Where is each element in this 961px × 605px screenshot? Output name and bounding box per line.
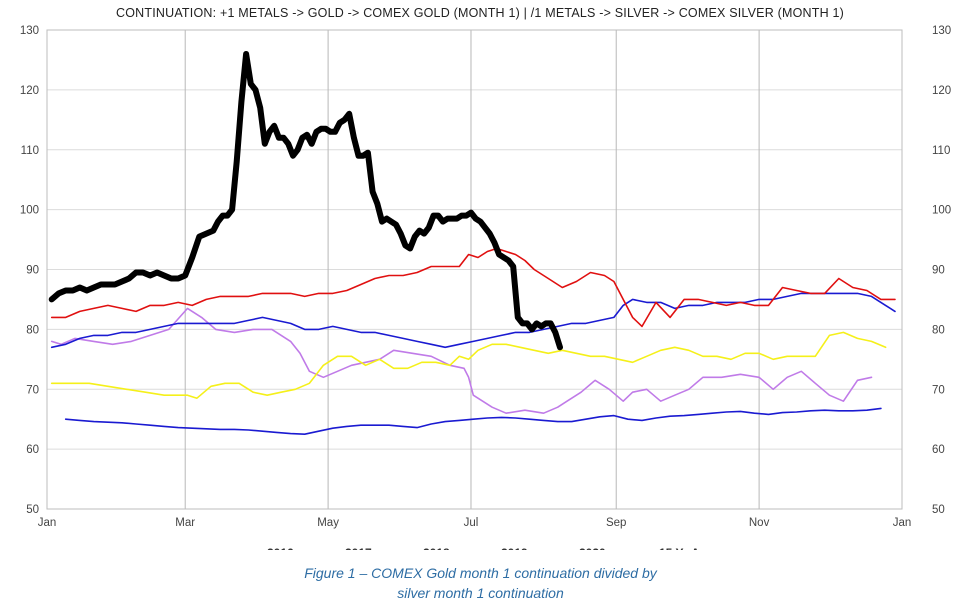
axes: 50 50 60 60 70 70 80 80 90 90 100 100 110 110 120 120 13…	[20, 25, 951, 529]
x-tick-label: May	[317, 517, 339, 529]
caption-line-1: Figure 1 – COMEX Gold month 1 continuati…	[304, 565, 657, 581]
y-tick-label-right: 130	[932, 25, 951, 37]
series-line-2016	[50, 307, 873, 415]
x-tick-label: Nov	[749, 517, 770, 529]
legend-item-2017: 2017	[345, 546, 372, 550]
y-tick-label-left: 90	[26, 265, 39, 277]
plot-frame	[46, 29, 903, 510]
series-line-2017	[50, 331, 887, 400]
figure-caption: Figure 1 – COMEX Gold month 1 continuati…	[0, 563, 961, 603]
x-tick-label: Jan	[38, 517, 57, 529]
chart: CONTINUATION: +1 METALS -> GOLD -> COMEX…	[20, 6, 951, 550]
series-line-15-yr-avg	[64, 407, 882, 436]
x-tick-label: Sep	[606, 517, 626, 529]
x-tick-label: Jan	[893, 517, 912, 529]
y-tick-label-left: 100	[20, 205, 39, 217]
legend-item-2019: 2019	[501, 546, 528, 550]
legend-label: 2016	[267, 546, 294, 550]
y-tick-label-right: 60	[932, 444, 945, 456]
series-line-2020	[48, 51, 563, 351]
chart-title: CONTINUATION: +1 METALS -> GOLD -> COMEX…	[116, 6, 844, 20]
y-tick-label-left: 80	[26, 324, 39, 336]
legend-item-2016: 2016	[267, 546, 294, 550]
legend-label: 2017	[345, 546, 372, 550]
grid	[46, 29, 903, 510]
series-line-2018	[50, 292, 896, 349]
y-tick-label-right: 70	[932, 384, 945, 396]
y-tick-label-left: 70	[26, 384, 39, 396]
x-tick-label: Jul	[464, 517, 479, 529]
y-tick-label-right: 100	[932, 205, 951, 217]
caption-line-2: silver month 1 continuation	[397, 585, 564, 601]
y-tick-label-left: 60	[26, 444, 39, 456]
y-tick-label-left: 110	[21, 145, 39, 157]
legend-label: 2019	[501, 546, 528, 550]
y-tick-label-left: 130	[20, 25, 39, 37]
series-layer	[48, 51, 896, 436]
legend-label: 15 Yr Avg	[659, 546, 713, 550]
y-tick-label-right: 110	[932, 145, 950, 157]
y-tick-label-left: 120	[20, 85, 39, 97]
series-line-2019	[50, 247, 896, 328]
legend: 2016 2017 2018 2019 2020 15 Yr Avg	[267, 546, 713, 550]
legend-item-15-yr-avg: 15 Yr Avg	[659, 546, 713, 550]
y-tick-label-right: 80	[932, 324, 945, 336]
legend-label: 2018	[423, 546, 450, 550]
legend-item-2018: 2018	[423, 546, 450, 550]
legend-label: 2020	[579, 546, 606, 550]
y-tick-label-right: 50	[932, 504, 945, 516]
y-tick-label-left: 50	[26, 504, 39, 516]
y-tick-label-right: 90	[932, 265, 945, 277]
legend-item-2020: 2020	[579, 546, 606, 550]
x-tick-label: Mar	[175, 517, 195, 529]
y-tick-label-right: 120	[932, 85, 951, 97]
